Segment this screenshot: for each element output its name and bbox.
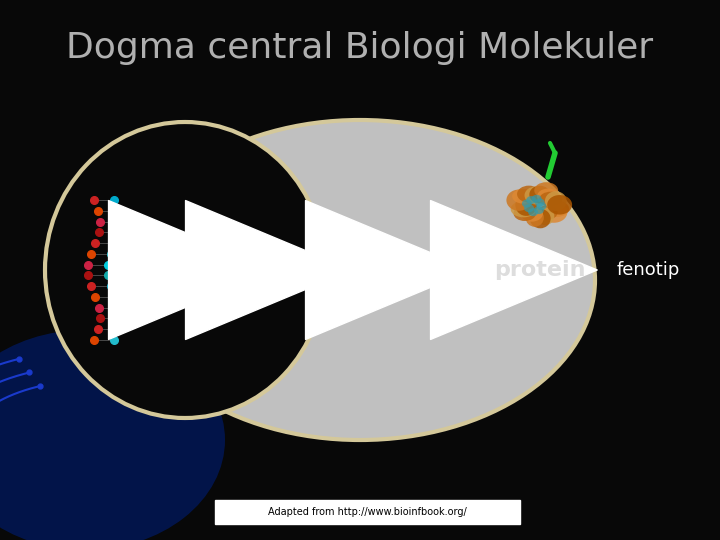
Ellipse shape [544,201,570,217]
Ellipse shape [516,194,537,216]
Ellipse shape [512,189,534,204]
Ellipse shape [535,199,545,206]
Ellipse shape [513,206,536,221]
Ellipse shape [526,196,536,204]
Ellipse shape [534,206,544,214]
FancyBboxPatch shape [215,500,520,524]
Ellipse shape [522,199,532,207]
Ellipse shape [517,186,541,202]
Ellipse shape [521,205,543,221]
Ellipse shape [538,205,557,220]
Ellipse shape [537,188,559,204]
Ellipse shape [526,208,544,227]
Ellipse shape [0,330,225,540]
Ellipse shape [545,191,567,211]
Ellipse shape [530,209,551,228]
Text: RNA: RNA [287,261,323,279]
Ellipse shape [529,186,550,204]
Ellipse shape [539,192,562,206]
Ellipse shape [524,204,534,212]
Text: fenotip: fenotip [616,261,680,279]
Text: Adapted from http://www.bioinfbook.org/: Adapted from http://www.bioinfbook.org/ [268,507,467,517]
Ellipse shape [541,201,567,223]
Text: Asam
amino: Asam amino [384,251,436,289]
Ellipse shape [531,195,541,203]
Ellipse shape [125,120,595,440]
Ellipse shape [528,208,538,216]
Ellipse shape [534,182,558,199]
Text: Dogma central Biologi Molekuler: Dogma central Biologi Molekuler [66,31,654,65]
Ellipse shape [45,122,325,418]
Text: protein: protein [494,260,586,280]
Text: DNA Sequence
(splited by
genes): DNA Sequence (splited by genes) [132,245,258,295]
Ellipse shape [536,202,546,210]
Ellipse shape [510,201,536,217]
Ellipse shape [536,207,554,225]
Ellipse shape [525,186,546,204]
Ellipse shape [547,195,572,214]
Ellipse shape [506,190,531,211]
